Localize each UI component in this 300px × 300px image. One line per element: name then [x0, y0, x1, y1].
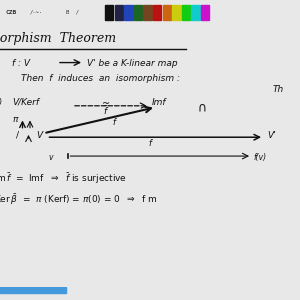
- Text: π: π: [12, 115, 18, 124]
- Text: Imf: Imf: [152, 98, 166, 107]
- Text: ∪: ∪: [195, 99, 204, 112]
- Bar: [0, 286, 66, 292]
- Text: $\mathrm{Ker}\,\bar{\beta}$  =  $\pi$ (Kerf) = $\pi$(0) = 0  $\Rightarrow$  f m: $\mathrm{Ker}\,\bar{\beta}$ = $\pi$ (Ker…: [0, 192, 158, 207]
- Bar: [182, 5, 190, 20]
- Text: v: v: [49, 153, 53, 162]
- Bar: [124, 5, 133, 20]
- Bar: [143, 5, 152, 20]
- Text: V' be a K-linear map: V' be a K-linear map: [87, 58, 178, 68]
- Bar: [115, 5, 123, 20]
- Text: CZB: CZB: [6, 10, 17, 15]
- Bar: [191, 5, 200, 20]
- Text: /: /: [16, 131, 20, 140]
- Text: f: f: [112, 118, 116, 127]
- Text: /·∼·: /·∼·: [30, 10, 43, 15]
- Text: V/Kerf: V/Kerf: [12, 98, 39, 107]
- Text: f : V: f : V: [12, 58, 30, 68]
- Text: morphism  Theorem: morphism Theorem: [0, 32, 116, 46]
- Bar: [172, 5, 181, 20]
- Text: Then  f  induces  an  isomorphism :: Then f induces an isomorphism :: [21, 74, 180, 83]
- Text: Th: Th: [273, 85, 284, 94]
- Text: $\bar{f}$: $\bar{f}$: [103, 104, 109, 117]
- Text: π(v): π(v): [0, 98, 3, 107]
- Text: V': V': [267, 131, 276, 140]
- Text: $\mathrm{Im}\,\bar{f}$  =  Imf  $\Rightarrow$  $\bar{f}$ is surjective: $\mathrm{Im}\,\bar{f}$ = Imf $\Rightarro…: [0, 171, 127, 186]
- Bar: [134, 5, 142, 20]
- Text: V: V: [36, 131, 42, 140]
- Bar: [163, 5, 171, 20]
- Bar: [201, 5, 209, 20]
- Bar: [153, 5, 161, 20]
- Text: f: f: [148, 139, 152, 148]
- Bar: [105, 5, 113, 20]
- Text: f(v): f(v): [254, 153, 267, 162]
- Text: ~: ~: [102, 99, 111, 109]
- Text: B  /: B /: [66, 10, 79, 15]
